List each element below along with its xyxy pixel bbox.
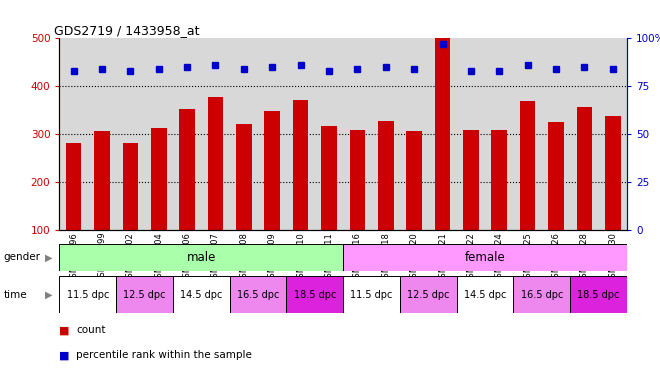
Bar <box>435 6 450 230</box>
Bar <box>343 276 400 313</box>
Text: 16.5 dpc: 16.5 dpc <box>521 290 563 300</box>
Bar <box>400 276 457 313</box>
Text: male: male <box>187 251 216 264</box>
Text: 14.5 dpc: 14.5 dpc <box>180 290 222 300</box>
Bar <box>236 124 251 230</box>
Bar <box>492 129 507 230</box>
Text: 18.5 dpc: 18.5 dpc <box>578 290 620 300</box>
Text: ■: ■ <box>59 325 70 335</box>
Text: 11.5 dpc: 11.5 dpc <box>67 290 109 300</box>
Bar <box>463 129 478 230</box>
Bar <box>343 244 627 271</box>
Bar <box>513 276 570 313</box>
Bar <box>350 129 365 230</box>
Bar <box>59 276 116 313</box>
Bar <box>151 128 166 230</box>
Bar <box>116 276 173 313</box>
Bar <box>286 276 343 313</box>
Bar <box>570 276 627 313</box>
Text: female: female <box>465 251 506 264</box>
Bar <box>66 142 81 230</box>
Text: percentile rank within the sample: percentile rank within the sample <box>76 350 251 360</box>
Bar <box>577 107 592 230</box>
Bar <box>520 101 535 230</box>
Bar <box>94 131 110 230</box>
Text: 12.5 dpc: 12.5 dpc <box>123 290 166 300</box>
Bar <box>293 100 308 230</box>
Bar <box>59 244 343 271</box>
Text: 14.5 dpc: 14.5 dpc <box>464 290 506 300</box>
Bar <box>230 276 286 313</box>
Text: ■: ■ <box>59 350 70 360</box>
Text: 16.5 dpc: 16.5 dpc <box>237 290 279 300</box>
Bar <box>173 276 230 313</box>
Text: 12.5 dpc: 12.5 dpc <box>407 290 449 300</box>
Bar <box>208 97 223 230</box>
Bar <box>180 109 195 230</box>
Text: ▶: ▶ <box>45 252 52 262</box>
Text: ▶: ▶ <box>45 290 52 300</box>
Text: gender: gender <box>3 252 40 262</box>
Bar <box>265 111 280 230</box>
Text: count: count <box>76 325 106 335</box>
Text: GDS2719 / 1433958_at: GDS2719 / 1433958_at <box>53 24 199 37</box>
Bar <box>321 126 337 230</box>
Text: time: time <box>3 290 27 300</box>
Bar <box>605 116 620 230</box>
Text: 18.5 dpc: 18.5 dpc <box>294 290 336 300</box>
Bar <box>123 142 138 230</box>
Bar <box>548 122 564 230</box>
Bar <box>457 276 513 313</box>
Bar <box>378 121 393 230</box>
Bar <box>407 131 422 230</box>
Text: 11.5 dpc: 11.5 dpc <box>350 290 393 300</box>
